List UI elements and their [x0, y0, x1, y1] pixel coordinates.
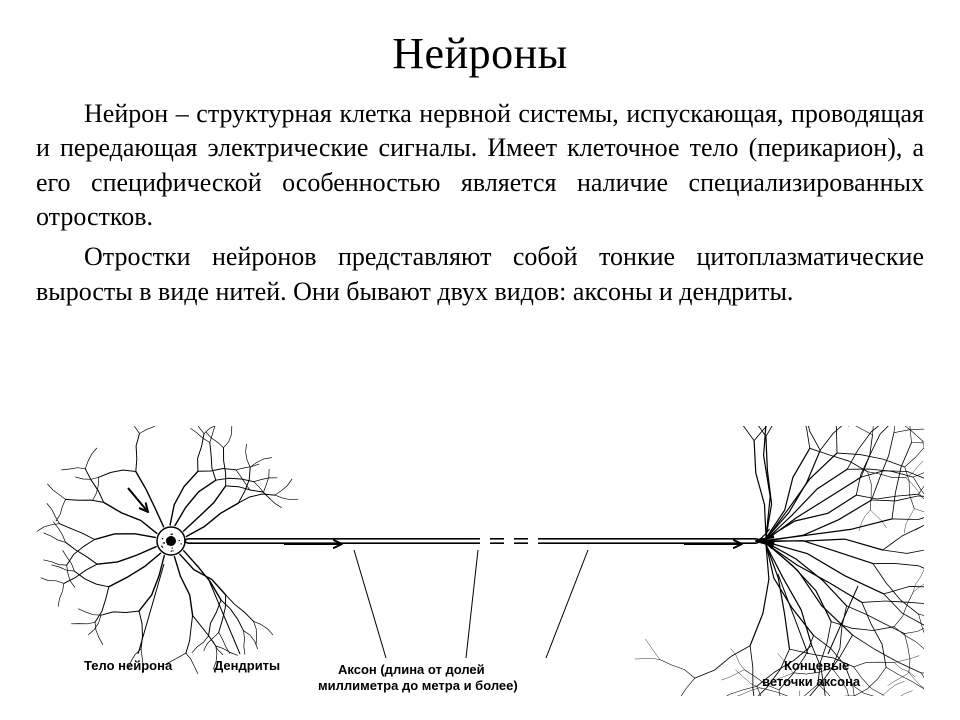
slide-page: Нейроны Нейрон – структурная клетка нерв…: [0, 0, 960, 720]
label-axon-line1: Аксон (длина от долей: [338, 662, 485, 677]
label-terminal-line1: Концевые: [784, 658, 849, 673]
paragraph-2: Отростки нейронов представляют собой тон…: [36, 240, 924, 309]
neuron-diagram: Тело нейрона Дендриты Аксон (длина от до…: [36, 426, 924, 696]
paragraph-1: Нейрон – структурная клетка нервной сист…: [36, 97, 924, 234]
label-soma: Тело нейрона: [84, 658, 172, 673]
neuron-svg: [36, 426, 924, 696]
page-title: Нейроны: [36, 28, 924, 79]
label-terminal-line2: веточки аксона: [762, 674, 860, 689]
label-axon-line2: миллиметра до метра и более): [318, 678, 518, 693]
label-dendrites: Дендриты: [214, 658, 280, 673]
